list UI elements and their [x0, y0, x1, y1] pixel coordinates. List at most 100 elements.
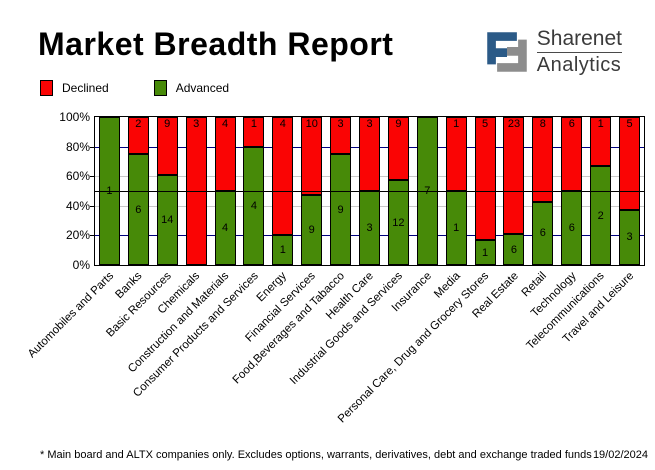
- legend-item-declined: Declined: [40, 80, 109, 96]
- bar-real-estate: 23 6: [503, 117, 525, 265]
- bar-value-declined: 1: [250, 118, 257, 130]
- y-axis-label: 40%: [65, 198, 90, 213]
- bar-value-advanced: 3: [626, 231, 633, 244]
- bar-value-advanced: 12: [392, 216, 405, 229]
- page-title: Market Breadth Report: [38, 26, 394, 62]
- bar-segment-advanced: 2: [590, 166, 612, 265]
- y-axis-label: 20%: [65, 228, 90, 243]
- bar-financial-services: 10 9: [301, 117, 323, 265]
- plot-area: 126914344144110939339127115123686661253: [94, 116, 645, 266]
- bar-value-advanced: 9: [337, 203, 344, 216]
- legend: Declined Advanced: [40, 80, 229, 96]
- bar-value-advanced: 6: [135, 203, 142, 216]
- bar-segment-declined: [272, 117, 294, 236]
- bar-segment-advanced: 9: [330, 154, 352, 265]
- y-axis-tick: [90, 205, 95, 207]
- y-axis-label: 80%: [65, 139, 90, 154]
- bar-value-declined: 10: [305, 118, 318, 130]
- bar-basic-resources: 9 14: [156, 117, 178, 265]
- y-axis-label: 0%: [72, 258, 90, 272]
- bar-segment-declined: [474, 117, 496, 241]
- bar-segment-declined: [387, 117, 409, 181]
- bar-segment-declined: [330, 117, 352, 154]
- bar-value-declined: 3: [337, 118, 344, 130]
- bar-value-advanced: 4: [221, 222, 229, 234]
- bar-segment-declined: [619, 117, 641, 210]
- sharenet-analytics-logo: Sharenet Analytics: [486, 27, 622, 77]
- bar-segment-declined: [127, 117, 149, 154]
- legend-label-declined: Declined: [62, 81, 109, 95]
- bar-value-declined: 1: [597, 118, 604, 130]
- footnote: * Main board and ALTX companies only. Ex…: [40, 449, 592, 461]
- bar-value-declined: 6: [568, 118, 575, 130]
- bar-value-advanced: 9: [308, 223, 315, 236]
- bar-value-advanced: 1: [279, 244, 286, 257]
- bar-value-advanced: 14: [161, 213, 174, 226]
- bar-value-advanced: 2: [597, 209, 604, 222]
- bar-segment-advanced: 4: [214, 191, 236, 265]
- bar-value-declined: 8: [539, 118, 546, 130]
- bar-segment-advanced: 12: [387, 180, 409, 265]
- y-axis-tick: [90, 146, 95, 148]
- bar-value-declined: 3: [193, 118, 200, 130]
- bar-segment-declined: [156, 117, 178, 175]
- bar-value-advanced: 1: [482, 246, 489, 259]
- bar-value-advanced: 6: [568, 222, 575, 234]
- bar-segment-advanced: 3: [619, 209, 641, 265]
- report-date: 19/02/2024: [592, 449, 648, 461]
- bar-segment-declined: [359, 117, 380, 191]
- bar-value-declined: 2: [135, 118, 142, 130]
- logo-text: Sharenet Analytics: [536, 27, 622, 77]
- bar-segment-advanced: 9: [301, 194, 323, 265]
- bar-value-declined: 23: [507, 118, 521, 130]
- bar-value-advanced: 6: [539, 227, 546, 240]
- y-axis-tick: [90, 235, 95, 237]
- bar-segment-advanced: 3: [359, 191, 380, 265]
- advanced-swatch-icon: [153, 80, 167, 96]
- bar-segment-advanced: 4: [243, 146, 265, 265]
- bar-value-declined: 1: [453, 118, 460, 130]
- fifty-percent-line: [95, 191, 644, 192]
- bar-value-advanced: 1: [453, 222, 460, 234]
- bar-segment-advanced: 6: [561, 191, 583, 265]
- y-axis-label: 100%: [59, 110, 90, 124]
- logo-line2: Analytics: [536, 54, 622, 76]
- y-axis-tick: [90, 176, 95, 178]
- bar-segment-advanced: 6: [532, 201, 554, 265]
- bar-segment-declined: [301, 117, 323, 195]
- bar-value-declined: 4: [279, 118, 286, 130]
- sharenet-s-logo-icon: [487, 32, 527, 72]
- bar-segment-declined: [561, 117, 583, 191]
- bar-value-declined: 5: [626, 118, 633, 130]
- y-axis-label: 60%: [65, 169, 90, 184]
- legend-label-advanced: Advanced: [175, 81, 230, 95]
- bar-segment-advanced: 1: [445, 191, 467, 265]
- bar-value-advanced: 6: [510, 243, 518, 256]
- bar-segment-declined: [214, 117, 236, 191]
- logo-divider: [536, 52, 622, 53]
- bar-segment-declined: [503, 117, 525, 235]
- bar-value-advanced: 4: [250, 199, 257, 212]
- bar-value-declined: 9: [164, 118, 171, 130]
- bar-segment-declined: [243, 117, 265, 147]
- bar-value-declined: 5: [482, 118, 489, 130]
- bar-segment-advanced: 6: [503, 234, 525, 265]
- x-axis-label: Automobiles and Parts: [25, 270, 116, 361]
- bar-industrial-goods-and-services: 9 12: [387, 117, 409, 265]
- legend-item-advanced: Advanced: [153, 80, 230, 96]
- bar-value-declined: 4: [221, 118, 229, 130]
- bar-value-advanced: 3: [366, 222, 373, 234]
- bar-segment-advanced: 6: [127, 154, 149, 265]
- bar-segment-advanced: 14: [156, 174, 178, 265]
